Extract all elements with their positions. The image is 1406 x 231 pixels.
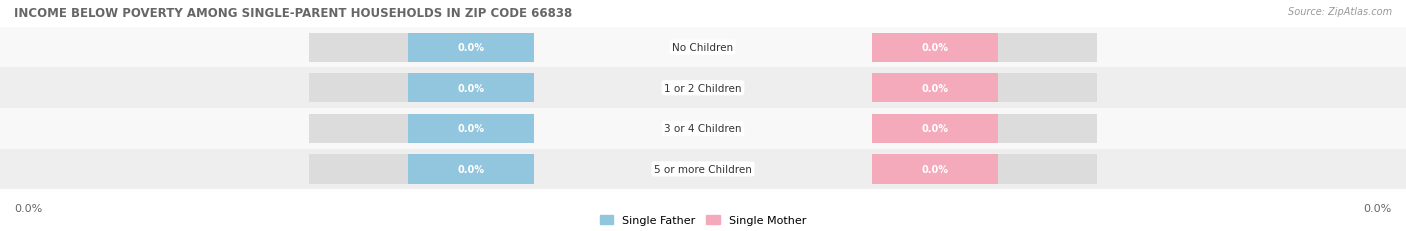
Text: 0.0%: 0.0% (921, 83, 949, 93)
Bar (309, 33, 534, 62)
Bar (408, 114, 534, 143)
Bar (872, 155, 998, 184)
Text: 0.0%: 0.0% (921, 124, 949, 134)
Text: 0.0%: 0.0% (1364, 203, 1392, 213)
Text: 3 or 4 Children: 3 or 4 Children (664, 124, 742, 134)
Bar (872, 114, 1097, 143)
Text: 0.0%: 0.0% (921, 164, 949, 174)
Bar (0, 28, 1406, 68)
Text: 0.0%: 0.0% (457, 124, 485, 134)
Bar (0, 109, 1406, 149)
Text: 0.0%: 0.0% (14, 203, 42, 213)
Bar (408, 33, 534, 62)
Text: Source: ZipAtlas.com: Source: ZipAtlas.com (1288, 7, 1392, 17)
Bar (408, 74, 534, 103)
Bar (872, 33, 1097, 62)
Text: 0.0%: 0.0% (921, 43, 949, 53)
Text: 0.0%: 0.0% (457, 43, 485, 53)
Text: No Children: No Children (672, 43, 734, 53)
Text: 0.0%: 0.0% (457, 83, 485, 93)
Bar (0, 68, 1406, 109)
Text: 1 or 2 Children: 1 or 2 Children (664, 83, 742, 93)
Bar (309, 114, 534, 143)
Bar (872, 114, 998, 143)
Legend: Single Father, Single Mother: Single Father, Single Mother (600, 215, 806, 225)
Bar (872, 155, 1097, 184)
Text: 0.0%: 0.0% (457, 164, 485, 174)
Bar (408, 155, 534, 184)
Bar (872, 74, 1097, 103)
Bar (872, 74, 998, 103)
Text: INCOME BELOW POVERTY AMONG SINGLE-PARENT HOUSEHOLDS IN ZIP CODE 66838: INCOME BELOW POVERTY AMONG SINGLE-PARENT… (14, 7, 572, 20)
Bar (872, 33, 998, 62)
Bar (309, 155, 534, 184)
Bar (0, 149, 1406, 189)
Text: 5 or more Children: 5 or more Children (654, 164, 752, 174)
Bar (309, 74, 534, 103)
